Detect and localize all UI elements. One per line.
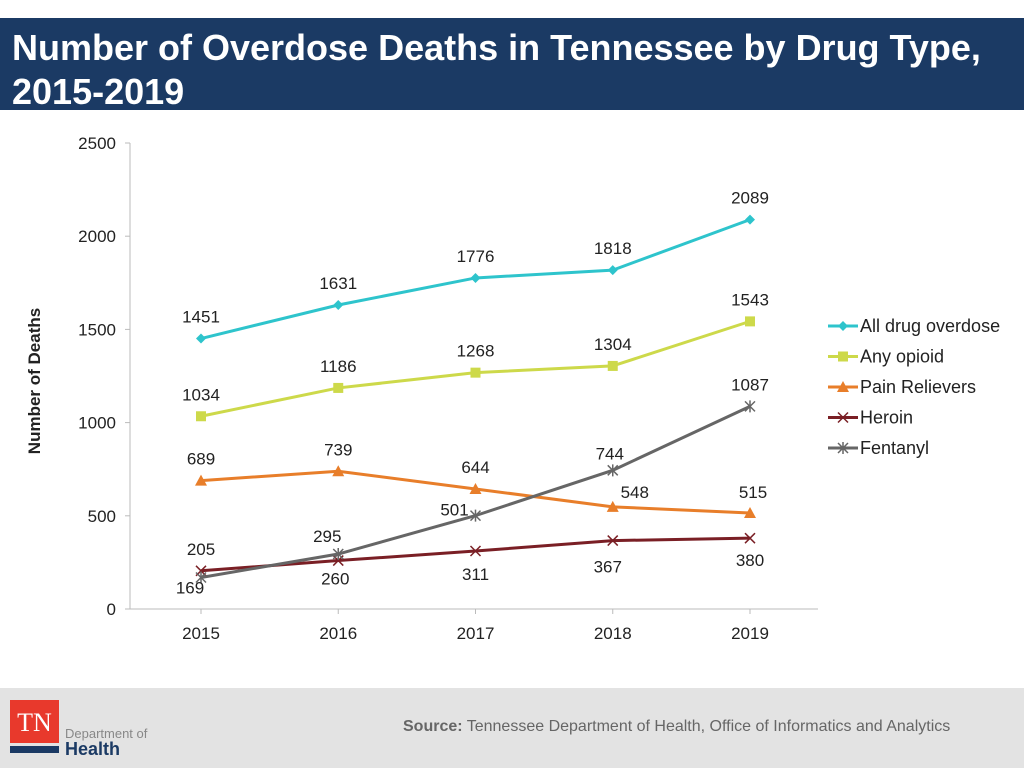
y-tick-label: 2500	[78, 134, 116, 153]
legend-marker-pain-relievers	[837, 381, 849, 392]
data-label-all-drug-overdose: 1818	[594, 239, 632, 258]
data-label-heroin: 311	[462, 565, 489, 584]
y-tick-label: 2000	[78, 227, 116, 246]
legend-label-any-opioid: Any opioid	[860, 347, 944, 367]
y-tick-label: 1000	[78, 414, 116, 433]
logo-department: Department of	[65, 726, 148, 741]
source-note: Source: Tennessee Department of Health, …	[403, 718, 950, 736]
data-label-pain-relievers: 644	[461, 458, 489, 477]
legend-label-heroin: Heroin	[860, 408, 913, 428]
data-point-any-opioid	[196, 411, 206, 422]
data-label-pain-relievers: 515	[739, 483, 767, 502]
y-tick-label: 1500	[78, 320, 116, 339]
legend-label-pain-relievers: Pain Relievers	[860, 377, 976, 397]
data-point-fentanyl	[469, 509, 482, 522]
data-point-heroin	[607, 535, 619, 547]
tn-logo: TN	[10, 700, 59, 743]
data-point-pain-relievers	[606, 500, 619, 512]
x-tick-label: 2018	[594, 624, 632, 643]
data-point-heroin	[744, 532, 756, 544]
data-label-fentanyl: 169	[176, 578, 204, 597]
data-label-all-drug-overdose: 2089	[731, 189, 769, 208]
data-label-fentanyl: 1087	[731, 375, 769, 394]
data-label-pain-relievers: 689	[187, 450, 215, 469]
data-point-heroin	[469, 545, 482, 557]
data-label-all-drug-overdose: 1631	[319, 274, 357, 293]
data-point-all-drug-overdose	[196, 333, 206, 344]
data-point-all-drug-overdose	[607, 265, 618, 276]
y-tick-label: 500	[88, 507, 116, 526]
data-label-heroin: 380	[736, 551, 764, 570]
data-label-any-opioid: 1304	[594, 335, 632, 354]
data-label-pain-relievers: 548	[621, 483, 649, 502]
data-label-heroin: 260	[321, 570, 349, 589]
data-point-any-opioid	[607, 360, 618, 371]
x-tick-label: 2017	[457, 624, 495, 643]
data-point-any-opioid	[470, 367, 481, 378]
data-point-pain-relievers	[744, 507, 756, 519]
data-label-any-opioid: 1543	[731, 290, 769, 309]
data-label-fentanyl: 501	[440, 501, 468, 520]
data-point-pain-relievers	[195, 474, 207, 486]
data-label-any-opioid: 1268	[457, 342, 495, 361]
data-label-heroin: 367	[594, 558, 622, 577]
data-point-fentanyl	[332, 548, 344, 561]
data-label-any-opioid: 1034	[182, 385, 220, 404]
y-tick-label: 0	[107, 600, 116, 619]
footer: TN Department of Health Source: Tennesse…	[0, 688, 1024, 768]
data-label-pain-relievers: 739	[324, 440, 352, 459]
data-point-all-drug-overdose	[470, 272, 481, 283]
legend-marker-heroin	[837, 411, 849, 424]
data-point-all-drug-overdose	[745, 214, 755, 225]
data-point-fentanyl	[195, 571, 207, 584]
data-point-all-drug-overdose	[333, 299, 344, 310]
data-point-any-opioid	[333, 382, 344, 393]
legend-marker-any-opioid	[838, 351, 848, 362]
data-point-pain-relievers	[469, 482, 482, 494]
source-text: Tennessee Department of Health, Office o…	[466, 718, 951, 735]
data-label-fentanyl: 295	[313, 527, 341, 546]
x-tick-label: 2015	[182, 624, 220, 643]
data-label-heroin: 205	[187, 540, 215, 559]
source-label: Source:	[403, 718, 463, 735]
title-bar: Number of Overdose Deaths in Tennessee b…	[0, 18, 1024, 112]
legend-marker-fentanyl	[837, 442, 849, 454]
logo-underline	[10, 746, 59, 753]
legend-label-all-drug-overdose: All drug overdose	[860, 316, 1000, 336]
data-point-any-opioid	[745, 316, 755, 327]
data-label-all-drug-overdose: 1451	[182, 308, 220, 327]
x-tick-label: 2019	[731, 624, 769, 643]
x-tick-label: 2016	[319, 624, 357, 643]
legend-label-fentanyl: Fentanyl	[860, 438, 929, 458]
y-axis-label: Number of Deaths	[25, 308, 44, 454]
data-point-pain-relievers	[332, 465, 345, 477]
line-chart: 0 500 1000 1500 2000 2500 2015 2016 2017 2018 2019…	[25, 134, 1000, 643]
data-label-any-opioid: 1186	[320, 357, 357, 376]
legend-marker-all-drug-overdose	[838, 321, 848, 331]
data-point-fentanyl	[607, 464, 619, 477]
logo-health: Health	[65, 739, 121, 759]
data-label-fentanyl: 744	[596, 444, 624, 463]
page-title: Number of Overdose Deaths in Tennessee b…	[12, 27, 981, 112]
data-label-all-drug-overdose: 1776	[457, 247, 495, 266]
data-point-fentanyl	[744, 400, 756, 413]
